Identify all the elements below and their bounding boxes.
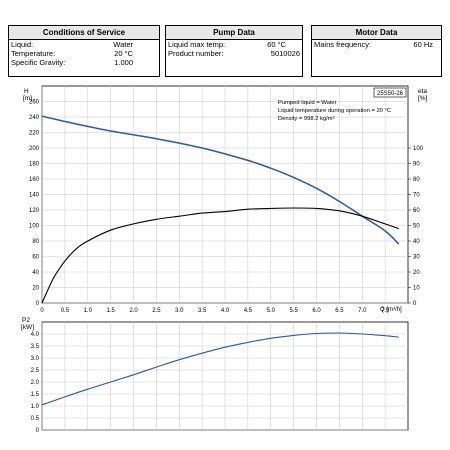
- annotation-line: Density = 998.2 kg/m³: [278, 116, 335, 122]
- y2-tick-label: 90: [413, 162, 420, 168]
- conditions-label: Specific Gravity:: [11, 58, 66, 67]
- motor-data-title: Motor Data: [312, 26, 441, 40]
- y2-tick-label: 80: [413, 177, 420, 183]
- y-tick-label: 0: [36, 301, 40, 307]
- y-tick-label: 20: [32, 286, 39, 292]
- pump-data-box: Pump Data Liquid max temp: 60 °C Product…: [165, 25, 303, 77]
- y-tick-label: 160: [29, 177, 40, 183]
- x-tick-label: 4.5: [244, 308, 253, 314]
- x-tick-label: 5.0: [267, 308, 276, 314]
- y2-tick-label: 0: [413, 301, 417, 307]
- y-tick-label: 120: [29, 208, 40, 214]
- y2-tick-label: 60: [413, 208, 420, 214]
- y2-tick-label: 100: [413, 146, 424, 152]
- p2-tick-label: 4.0: [31, 332, 40, 338]
- pump-value: 60 °C: [267, 40, 286, 49]
- y-tick-label: 220: [29, 131, 40, 137]
- x-tick-label: 0: [40, 308, 44, 314]
- conditions-value: 1.000: [114, 58, 133, 67]
- motor-row-frequency: Mains frequency: 60 Hz: [312, 40, 441, 49]
- pump-data-title: Pump Data: [166, 26, 302, 40]
- motor-label: Mains frequency:: [314, 40, 372, 49]
- y-tick-label: 260: [29, 100, 40, 106]
- conditions-row-liquid: Liquid: Water: [9, 40, 159, 49]
- y-tick-label: 40: [32, 270, 39, 276]
- conditions-box: Conditions of Service Liquid: Water Temp…: [8, 25, 160, 77]
- x-tick-label: 2.0: [129, 308, 138, 314]
- x-tick-label: 3.5: [198, 308, 207, 314]
- x-tick-label: 6.0: [312, 308, 321, 314]
- x-tick-label: 2.5: [152, 308, 161, 314]
- p2-axis-unit: [kW]: [21, 324, 34, 331]
- p2-tick-label: 1.5: [31, 392, 40, 398]
- y-tick-label: 240: [29, 115, 40, 121]
- y2-axis-label: eta: [418, 88, 427, 95]
- y2-axis-unit: [%]: [418, 95, 428, 102]
- efficiency-curve: [41, 207, 399, 304]
- x-tick-label: 1.5: [106, 308, 115, 314]
- x-tick-label: 0.5: [61, 308, 70, 314]
- annotation-line: Liquid temperature during operation = 20…: [278, 108, 391, 114]
- y-tick-label: 60: [32, 255, 39, 261]
- p2-tick-label: 3.5: [31, 344, 40, 350]
- x-tick-label: 1.0: [84, 308, 93, 314]
- x-tick-label: 7.0: [358, 308, 367, 314]
- y-tick-label: 200: [29, 146, 40, 152]
- pump-label: Product number:: [168, 49, 224, 58]
- p2-tick-label: 0: [36, 428, 40, 434]
- y2-tick-label: 20: [413, 270, 420, 276]
- y2-tick-label: 10: [413, 286, 420, 292]
- x-tick-label: 5.5: [289, 308, 298, 314]
- p2-tick-label: 2.5: [31, 368, 40, 374]
- p2-tick-label: 2.0: [31, 380, 40, 386]
- conditions-label: Liquid:: [11, 40, 34, 49]
- y2-tick-label: 50: [413, 224, 420, 230]
- pump-label: Liquid max temp:: [168, 40, 226, 49]
- y-axis-unit: [m]: [23, 95, 32, 102]
- x-tick-label: 3.0: [175, 308, 184, 314]
- y2-tick-label: 30: [413, 255, 420, 261]
- conditions-row-temperature: Temperature: 20 °C: [9, 49, 159, 58]
- annotation-line: Pumped liquid = Water: [278, 100, 337, 106]
- y-tick-label: 180: [29, 162, 40, 168]
- power-curve: [41, 332, 399, 406]
- conditions-row-gravity: Specific Gravity: 1.000: [9, 58, 159, 67]
- motor-data-box: Motor Data Mains frequency: 60 Hz: [311, 25, 442, 77]
- p2-axis-label: P2: [22, 317, 30, 324]
- y-tick-label: 80: [32, 239, 39, 245]
- conditions-title: Conditions of Service: [9, 26, 159, 40]
- x-axis-label: Q [m³/h]: [380, 307, 402, 313]
- p2-tick-label: 0.5: [31, 416, 40, 422]
- model-label-box: [373, 87, 407, 98]
- conditions-value: Water: [113, 40, 133, 49]
- x-tick-label: 4.0: [221, 308, 230, 314]
- model-label: 25S50-26: [377, 91, 404, 97]
- y2-tick-label: 40: [413, 239, 420, 245]
- y-tick-label: 140: [29, 193, 40, 199]
- p2-tick-label: 1.0: [31, 404, 40, 410]
- motor-value: 60 Hz: [413, 40, 433, 49]
- conditions-value: 20 °C: [114, 49, 133, 58]
- pump-row-product-number: Product number: 5010026: [166, 49, 302, 58]
- conditions-label: Temperature:: [11, 49, 56, 58]
- x-tick-label: 7.5: [381, 308, 390, 314]
- x-tick-label: 6.5: [335, 308, 344, 314]
- y2-tick-label: 70: [413, 193, 420, 199]
- p2-tick-label: 3.0: [31, 356, 40, 362]
- y-tick-label: 100: [29, 224, 40, 230]
- pump-value: 5010026: [270, 49, 300, 58]
- pump-row-max-temp: Liquid max temp: 60 °C: [166, 40, 302, 49]
- y-axis-label: H: [24, 88, 29, 95]
